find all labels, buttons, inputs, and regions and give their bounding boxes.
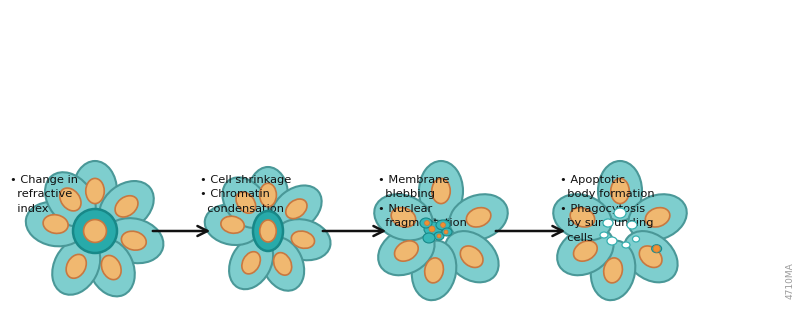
Ellipse shape [394,241,418,261]
Ellipse shape [122,231,146,250]
Ellipse shape [378,227,434,275]
Ellipse shape [275,219,330,260]
Ellipse shape [73,161,117,221]
Ellipse shape [424,222,442,236]
Ellipse shape [604,258,622,283]
Ellipse shape [374,194,433,241]
Ellipse shape [432,178,450,204]
Ellipse shape [26,202,86,246]
Circle shape [444,230,448,234]
Ellipse shape [652,245,662,253]
Ellipse shape [104,218,163,263]
Ellipse shape [622,242,630,248]
Ellipse shape [600,232,608,238]
Ellipse shape [43,215,68,234]
Ellipse shape [442,228,452,236]
Ellipse shape [242,252,260,274]
Ellipse shape [646,208,670,227]
Ellipse shape [60,188,81,211]
Ellipse shape [466,208,491,227]
Ellipse shape [205,204,260,245]
Circle shape [429,226,435,232]
Ellipse shape [629,194,686,241]
Ellipse shape [425,258,443,283]
Ellipse shape [557,227,614,275]
Ellipse shape [419,161,463,221]
Ellipse shape [598,161,642,221]
Ellipse shape [274,253,292,275]
Text: 4710MA: 4710MA [786,262,794,299]
Ellipse shape [460,246,483,267]
Ellipse shape [590,241,635,300]
Ellipse shape [83,219,106,242]
Ellipse shape [66,254,86,278]
Ellipse shape [86,178,104,204]
Ellipse shape [286,199,307,219]
Ellipse shape [614,208,626,218]
Ellipse shape [627,221,637,229]
Ellipse shape [450,194,508,241]
Ellipse shape [607,237,617,245]
Circle shape [437,234,441,238]
Ellipse shape [271,185,322,232]
Ellipse shape [391,208,416,227]
Ellipse shape [570,208,594,227]
Ellipse shape [260,220,276,242]
Ellipse shape [610,178,630,204]
Ellipse shape [554,194,611,241]
Ellipse shape [221,216,244,233]
Ellipse shape [222,177,269,228]
Ellipse shape [291,231,314,249]
Ellipse shape [412,241,456,300]
Ellipse shape [102,256,121,280]
Ellipse shape [420,218,432,228]
Ellipse shape [259,183,277,207]
Ellipse shape [248,167,288,223]
Ellipse shape [624,231,678,282]
Ellipse shape [434,232,444,240]
Ellipse shape [88,239,134,296]
Ellipse shape [236,192,256,213]
Ellipse shape [253,211,283,251]
Ellipse shape [115,196,138,217]
Text: • Membrane
  blebbing
• Nuclear
  fragmentation: • Membrane blebbing • Nuclear fragmentat… [378,175,467,228]
Circle shape [653,245,660,252]
Ellipse shape [261,237,304,291]
Circle shape [425,220,430,226]
Ellipse shape [52,238,100,295]
Text: • Apoptotic
  body formation
• Phagocytosis
  by surrounding
  cells: • Apoptotic body formation • Phagocytosi… [560,175,654,243]
Text: • Cell shrinkage
• Chromatin
  condensation: • Cell shrinkage • Chromatin condensatio… [200,175,291,214]
Text: • Change in
  refractive
  index: • Change in refractive index [10,175,78,214]
Ellipse shape [639,246,662,267]
Ellipse shape [603,219,613,227]
Ellipse shape [633,236,639,242]
Ellipse shape [73,209,117,253]
Circle shape [441,222,446,227]
Ellipse shape [574,241,598,261]
Ellipse shape [229,236,273,289]
Ellipse shape [99,181,154,232]
Ellipse shape [45,172,96,227]
Ellipse shape [445,231,498,282]
Ellipse shape [423,233,435,243]
Ellipse shape [436,220,450,230]
